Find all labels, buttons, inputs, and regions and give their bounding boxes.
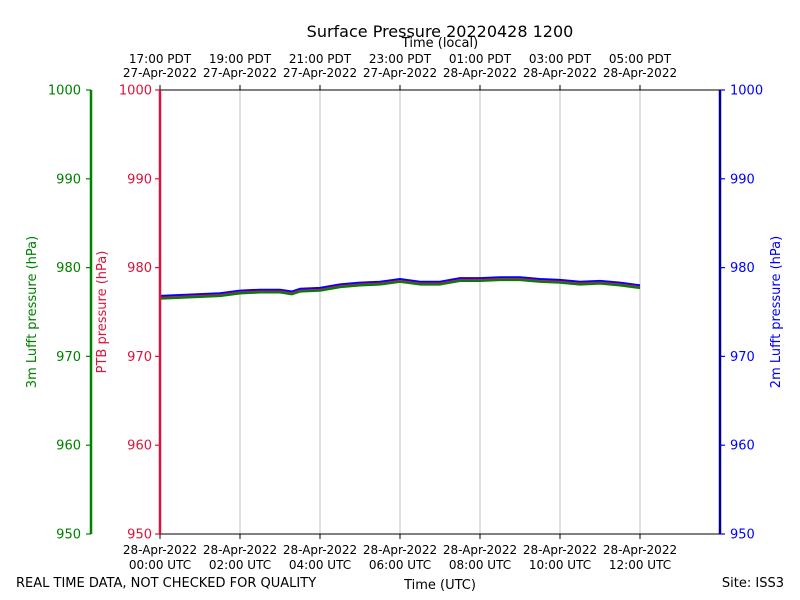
bottom-tick-date: 28-Apr-2022	[603, 543, 677, 557]
top-tick-time: 01:00 PDT	[449, 52, 512, 66]
series-lines	[159, 276, 641, 300]
top-tick-time: 05:00 PDT	[609, 52, 672, 66]
ptb-tick-label: 980	[127, 261, 152, 276]
bottom-tick-time: 06:00 UTC	[369, 558, 431, 572]
top-tick-date: 28-Apr-2022	[603, 66, 677, 80]
chart-title: Surface Pressure 20220428 1200	[307, 22, 574, 41]
top-tick-time: 03:00 PDT	[529, 52, 592, 66]
lufft2m-axis-title: 2m Lufft pressure (hPa)	[769, 236, 784, 388]
bottom-tick-time: 08:00 UTC	[449, 558, 511, 572]
bottom-tick-time: 12:00 UTC	[609, 558, 671, 572]
bottom-tick-date: 28-Apr-2022	[523, 543, 597, 557]
top-tick-date: 27-Apr-2022	[123, 66, 197, 80]
lufft2m-tick-label: 950	[730, 528, 755, 543]
bottom-tick-date: 28-Apr-2022	[123, 543, 197, 557]
grid-lines	[159, 90, 641, 534]
top-tick-time: 23:00 PDT	[369, 52, 432, 66]
bottom-tick-date: 28-Apr-2022	[443, 543, 517, 557]
top-axis-label: Time (local)	[401, 36, 478, 51]
site-label: Site: ISS3	[721, 576, 784, 591]
ptb-tick-label: 970	[127, 350, 152, 365]
ptb-tick-label: 950	[127, 528, 152, 543]
lufft2m-tick-label: 970	[730, 350, 755, 365]
quality-disclaimer: REAL TIME DATA, NOT CHECKED FOR QUALITY	[16, 576, 317, 591]
bottom-tick-date: 28-Apr-2022	[283, 543, 357, 557]
series-line-1	[159, 276, 641, 298]
lufft3m-tick-label: 990	[56, 172, 81, 187]
top-tick-date: 27-Apr-2022	[283, 66, 357, 80]
top-tick-date: 27-Apr-2022	[203, 66, 277, 80]
lufft2m-tick-label: 1000	[730, 84, 763, 99]
bottom-tick-time: 00:00 UTC	[129, 558, 191, 572]
bottom-tick-date: 28-Apr-2022	[203, 543, 277, 557]
top-tick-time: 19:00 PDT	[209, 52, 272, 66]
lufft2m-tick-label: 990	[730, 172, 755, 187]
lufft3m-tick-label: 970	[56, 350, 81, 365]
top-tick-date: 28-Apr-2022	[443, 66, 517, 80]
lufft2m-tick-label: 980	[730, 261, 755, 276]
lufft3m-tick-label: 950	[56, 528, 81, 543]
ptb-tick-label: 1000	[119, 84, 152, 99]
ptb-axis-title: PTB pressure (hPa)	[95, 251, 110, 374]
top-tick-time: 21:00 PDT	[289, 52, 352, 66]
lufft2m-tick-label: 960	[730, 439, 755, 454]
bottom-tick-date: 28-Apr-2022	[363, 543, 437, 557]
bottom-tick-time: 04:00 UTC	[289, 558, 351, 572]
bottom-axis-label: Time (UTC)	[403, 578, 476, 593]
bottom-tick-time: 10:00 UTC	[529, 558, 591, 572]
plot-frame	[89, 89, 722, 535]
lufft3m-tick-label: 980	[56, 261, 81, 276]
top-tick-date: 27-Apr-2022	[363, 66, 437, 80]
top-tick-time: 17:00 PDT	[129, 52, 192, 66]
series-line-3	[159, 278, 641, 300]
ptb-tick-label: 960	[127, 439, 152, 454]
bottom-tick-time: 02:00 UTC	[209, 558, 271, 572]
ptb-tick-label: 990	[127, 172, 152, 187]
lufft3m-tick-label: 960	[56, 439, 81, 454]
top-tick-date: 28-Apr-2022	[523, 66, 597, 80]
axis-ticks: 950 950 950 960 960 960 970 970 970 980 980 980 990 9…	[25, 52, 784, 572]
lufft3m-tick-label: 1000	[48, 84, 81, 99]
lufft3m-axis-title: 3m Lufft pressure (hPa)	[25, 236, 40, 388]
